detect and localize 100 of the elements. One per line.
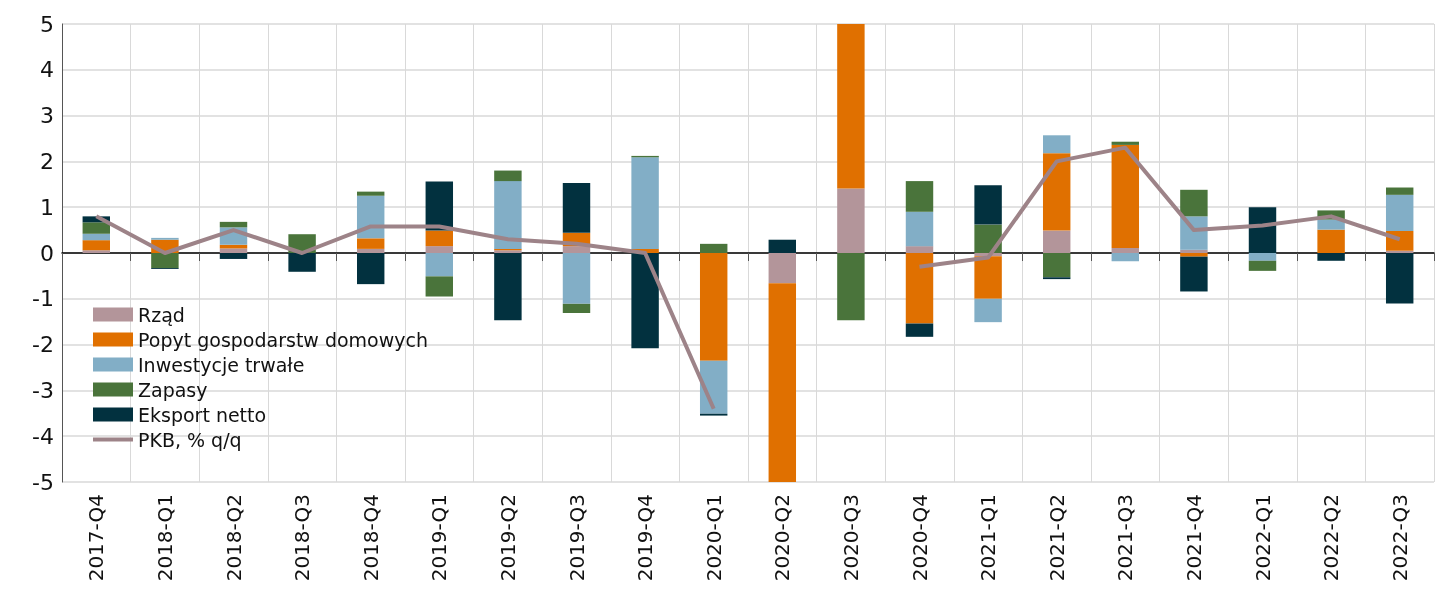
bar [494,181,522,249]
bar [768,253,797,284]
x-tick-label: 2019-Q1 [427,494,452,582]
x-tick-label: 2022-Q3 [1387,494,1412,582]
legend-label: Rząd [138,303,185,326]
x-tick-label: 2022-Q1 [1250,494,1275,582]
x-tick-label: 2018-Q4 [358,494,383,582]
bar [1111,144,1140,248]
bar [1111,141,1140,145]
y-tick-label: 3 [40,103,54,129]
bar [631,157,659,249]
bar [494,170,522,182]
bar [1248,253,1277,261]
bar [768,239,797,253]
y-tick-label: 1 [40,194,54,220]
bar [562,253,591,304]
bar [82,222,111,234]
bar [356,238,385,249]
x-tick-label: 2018-Q3 [290,494,315,582]
bar [1248,260,1277,271]
bar [1317,219,1345,230]
x-tick-label: 2017-Q4 [84,494,109,582]
x-tick-label: 2019-Q4 [633,494,658,582]
bar [82,233,111,241]
bar [562,246,591,253]
bar [219,248,248,253]
x-tick-label: 2020-Q2 [770,494,795,582]
bar [1111,253,1140,262]
bar [699,243,728,253]
x-tick-label: 2020-Q1 [701,494,726,582]
bar [837,24,865,189]
bar [974,185,1002,225]
y-tick-label: 4 [40,57,54,83]
bar [425,181,454,231]
bar [1111,247,1140,253]
bar [1042,153,1071,231]
legend-label: PKB, % q/q [138,428,242,451]
x-tick-label: 2018-Q1 [152,494,177,582]
x-tick-label: 2020-Q3 [838,494,863,582]
bar [1042,253,1071,278]
bar [1248,207,1277,253]
bar [699,253,728,361]
y-tick-label: 0 [40,240,54,266]
bar [837,188,865,253]
x-tick-label: 2021-Q1 [976,494,1001,582]
bar [425,230,454,247]
bar [1317,229,1345,253]
x-tick-label: 2021-Q4 [1181,494,1206,582]
bar [356,191,385,196]
bar [1385,194,1414,232]
bar [82,250,111,253]
bar [1042,135,1071,154]
bar [905,253,934,324]
bar [974,298,1002,323]
bar [562,303,591,313]
bar [1042,230,1071,253]
bar [425,253,454,277]
y-tick-label: -4 [32,423,54,449]
bar [905,211,934,247]
y-tick-label: -1 [32,286,54,312]
bar [151,253,179,269]
x-tick-label: 2021-Q2 [1044,494,1069,582]
bar [974,256,1002,299]
bar [1180,253,1208,257]
bar [974,224,1002,253]
x-tick-label: 2018-Q2 [221,494,246,582]
bar [288,253,316,272]
bar [768,283,797,482]
bar [82,240,111,251]
bar [425,246,454,253]
bar [837,253,865,321]
bar [1180,189,1208,217]
bar [631,253,659,349]
x-tick-label: 2019-Q3 [564,494,589,582]
bar [219,253,248,259]
y-tick-label: 2 [40,148,54,174]
y-tick-label: 5 [40,11,54,37]
bar [905,246,934,253]
y-tick-label: -3 [32,377,54,403]
bar [494,253,522,321]
y-tick-label: -2 [32,332,54,358]
x-tick-label: 2021-Q3 [1113,494,1138,582]
bar [356,253,385,285]
y-tick-label: -5 [32,469,54,495]
x-tick-label: 2022-Q2 [1319,494,1344,582]
bar [425,276,454,297]
bar [905,181,934,212]
bar [905,323,934,337]
bar [1180,256,1208,292]
legend-label: Eksport netto [138,403,267,426]
bar [1317,253,1345,261]
legend-label: Zapasy [138,378,208,401]
x-tick-label: 2020-Q4 [907,494,932,582]
bar [1385,187,1414,195]
bar [562,182,591,233]
legend-label: Inwestycje trwałe [138,353,305,376]
legend-label: Popyt gospodarstw domowych [138,328,429,351]
x-tick-label: 2019-Q2 [495,494,520,582]
bar [356,248,385,253]
bar [1385,253,1414,304]
